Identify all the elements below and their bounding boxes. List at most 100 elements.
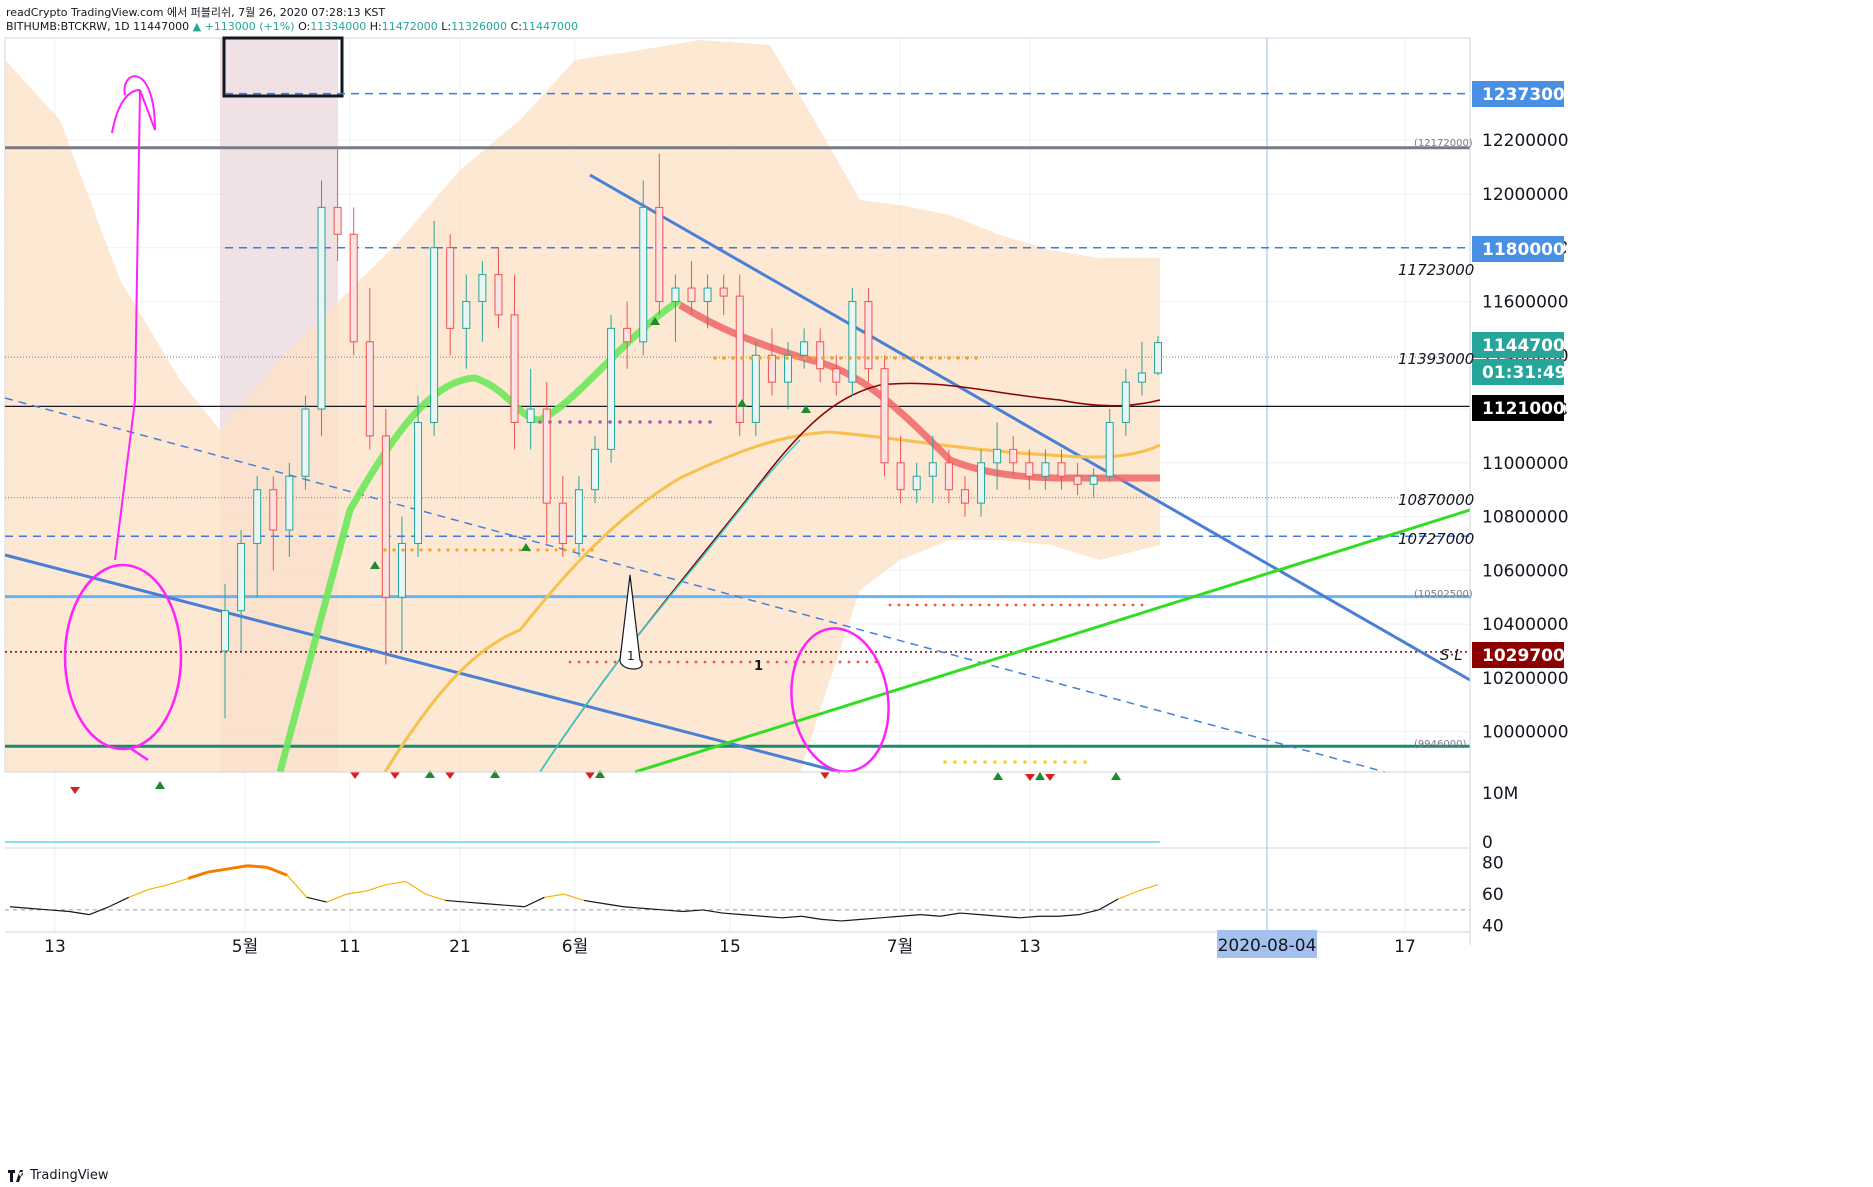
dot-red: [847, 660, 851, 664]
candle-body-39: [848, 300, 857, 383]
dot-yellow: [1073, 760, 1077, 764]
rsi-seg-42: [821, 918, 842, 922]
close-value: 11447000: [521, 20, 578, 33]
sell-marker-4: [585, 772, 595, 779]
dot-red: [658, 660, 662, 664]
dot-red: [1104, 603, 1108, 607]
rsi-seg-49: [960, 912, 980, 916]
rsi-seg-40: [781, 915, 802, 919]
level-label-3: 10727000: [1398, 530, 1474, 548]
dot-orange: [545, 548, 549, 552]
trendline-lower: [4, 553, 841, 774]
rsi-seg-23: [445, 899, 466, 903]
candle-body-53: [1073, 475, 1082, 485]
low-label: L:: [441, 20, 452, 33]
dot-red: [1041, 603, 1045, 607]
candle-body-24: [607, 327, 616, 450]
candle-body-36: [800, 341, 809, 356]
candle-body-46: [960, 489, 969, 504]
dot-orange: [722, 356, 726, 360]
dot-orange: [482, 548, 486, 552]
candle-body-35: [784, 354, 793, 383]
volume-tick-0: 0: [1482, 833, 1493, 853]
dot-purple: [578, 420, 582, 424]
rsi-seg-21: [405, 881, 426, 895]
rsi-seg-20: [385, 880, 406, 886]
price-tag-2: 11447000: [1482, 336, 1577, 356]
dot-purple: [698, 420, 702, 424]
candle-body-13: [430, 247, 439, 423]
price-tick-0: 12200000: [1482, 131, 1569, 151]
dot-red: [577, 660, 581, 664]
candle-body-4: [285, 475, 294, 531]
dot-purple: [628, 420, 632, 424]
candle-body-0: [221, 610, 229, 652]
candle-body-42: [896, 462, 905, 491]
tradingview-brand[interactable]: TradingView: [8, 1168, 109, 1183]
header-publisher-line: readCrypto TradingView.com 에서 퍼블리쉬, 7월 2…: [6, 6, 386, 19]
price-tag-bg-0: [1472, 81, 1564, 107]
price-tag-bg-1: [1472, 236, 1564, 262]
rsi-seg-32: [623, 906, 644, 909]
dot-orange: [563, 548, 567, 552]
dot-orange: [929, 356, 933, 360]
buy-marker-9: [650, 317, 660, 325]
sell-marker-5: [820, 772, 830, 779]
dot-yellow: [1043, 760, 1047, 764]
dot-orange: [749, 356, 753, 360]
dot-purple: [558, 420, 562, 424]
candle-body-16: [478, 274, 487, 302]
dot-red: [1014, 603, 1018, 607]
time-tick-1: 5월: [232, 937, 258, 957]
dot-orange: [803, 356, 807, 360]
rsi-seg-9: [168, 877, 189, 886]
dot-red: [757, 660, 761, 664]
price-tick-10: 10200000: [1482, 669, 1569, 689]
dot-orange: [428, 548, 432, 552]
rsi-seg-48: [940, 912, 961, 917]
candle-body-41: [880, 368, 889, 464]
dot-orange: [938, 356, 942, 360]
dot-purple: [678, 420, 682, 424]
dot-orange: [812, 356, 816, 360]
candle-body-20: [542, 408, 551, 504]
dot-red: [838, 660, 842, 664]
dot-orange: [875, 356, 879, 360]
candle-body-43: [912, 475, 921, 491]
rsi-seg-11: [207, 867, 228, 874]
time-tick-7: 13: [1019, 937, 1041, 957]
annotation-arrow: [114, 75, 156, 561]
dot-red: [775, 660, 779, 664]
dot-orange: [554, 548, 558, 552]
dot-yellow: [983, 760, 987, 764]
candle-body-33: [751, 354, 760, 423]
level-label-0: 11723000: [1398, 261, 1474, 279]
rsi-seg-13: [247, 864, 268, 869]
rsi-seg-8: [148, 884, 169, 891]
dot-orange: [455, 548, 459, 552]
buy-marker-3: [595, 770, 605, 778]
candle-body-19: [526, 408, 535, 423]
rsi-seg-2: [29, 907, 50, 911]
ma-green: [276, 297, 682, 773]
sell-marker-0: [70, 787, 80, 794]
tradingview-logo-icon: [8, 1169, 24, 1182]
dot-red: [613, 660, 617, 664]
dot-orange: [500, 548, 504, 552]
dot-orange: [383, 548, 387, 552]
rsi-seg-47: [920, 914, 941, 917]
dot-orange: [947, 356, 951, 360]
last-price: 11447000: [133, 20, 190, 33]
dot-purple: [708, 420, 712, 424]
rsi-seg-15: [286, 874, 308, 898]
rsi-seg-31: [603, 903, 624, 908]
rsi-seg-1: [9, 906, 30, 909]
dot-red: [586, 660, 590, 664]
dot-purple: [688, 420, 692, 424]
rsi-seg-24: [465, 901, 486, 905]
dot-orange: [839, 356, 843, 360]
buy-marker-11: [801, 405, 811, 413]
dot-orange: [491, 548, 495, 552]
sell-marker-3: [445, 772, 455, 779]
